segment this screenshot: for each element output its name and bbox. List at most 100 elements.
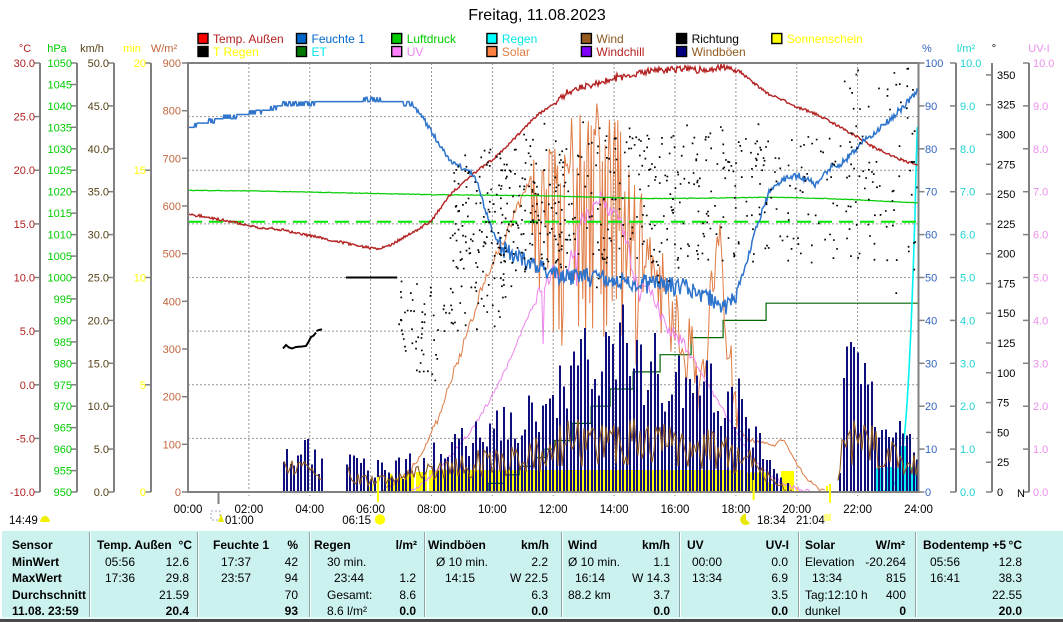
svg-text:10.0: 10.0: [14, 273, 35, 285]
svg-text:300: 300: [163, 344, 181, 356]
svg-text:0.0: 0.0: [960, 487, 975, 499]
svg-text:25.0: 25.0: [14, 112, 35, 124]
svg-text:50.0: 50.0: [88, 58, 109, 70]
svg-text:00:00: 00:00: [174, 504, 203, 516]
svg-text:25.0: 25.0: [88, 273, 109, 285]
svg-text:975: 975: [54, 380, 72, 392]
svg-text:21:04: 21:04: [796, 515, 825, 527]
svg-text:Temp. Außen: Temp. Außen: [213, 32, 284, 46]
svg-text:9.0: 9.0: [960, 101, 975, 113]
svg-text:10.0: 10.0: [960, 58, 981, 70]
svg-text:12:00: 12:00: [539, 504, 568, 516]
svg-text:60: 60: [925, 230, 937, 242]
svg-text:70: 70: [925, 187, 937, 199]
svg-text:30: 30: [925, 358, 937, 370]
svg-text:100: 100: [997, 368, 1015, 380]
svg-text:1.0: 1.0: [960, 444, 975, 456]
svg-text:100: 100: [925, 58, 943, 70]
svg-text:10.0: 10.0: [1033, 58, 1054, 70]
svg-text:125: 125: [997, 338, 1015, 350]
svg-text:8.0: 8.0: [960, 144, 975, 156]
svg-text:4.0: 4.0: [960, 315, 975, 327]
svg-text:980: 980: [54, 358, 72, 370]
svg-text:75: 75: [997, 398, 1009, 410]
svg-text:175: 175: [997, 279, 1015, 291]
svg-text:960: 960: [54, 444, 72, 456]
svg-text:8.0: 8.0: [1033, 144, 1048, 156]
svg-text:UV: UV: [407, 45, 424, 59]
svg-text:Feuchte 1: Feuchte 1: [312, 32, 366, 46]
svg-text:18:34: 18:34: [757, 515, 786, 527]
svg-text:955: 955: [54, 466, 72, 478]
svg-text:350: 350: [997, 70, 1015, 82]
svg-text:80: 80: [925, 144, 937, 156]
svg-text:9.0: 9.0: [1033, 101, 1048, 113]
svg-text:20:00: 20:00: [782, 504, 811, 516]
svg-text:40: 40: [925, 315, 937, 327]
svg-text:14:00: 14:00: [600, 504, 629, 516]
svg-text:50: 50: [997, 427, 1009, 439]
svg-text:10:00: 10:00: [478, 504, 507, 516]
svg-text:990: 990: [54, 315, 72, 327]
svg-text:Regen: Regen: [502, 32, 537, 46]
svg-text:Windchill: Windchill: [596, 45, 644, 59]
svg-text:10: 10: [134, 273, 146, 285]
svg-text:90: 90: [925, 101, 937, 113]
svg-text:min: min: [123, 43, 141, 55]
svg-text:20.0: 20.0: [88, 315, 109, 327]
svg-text:°C: °C: [19, 43, 31, 55]
svg-text:22:00: 22:00: [843, 504, 872, 516]
svg-text:970: 970: [54, 401, 72, 413]
svg-text:16:00: 16:00: [661, 504, 690, 516]
svg-text:7.0: 7.0: [1033, 187, 1048, 199]
svg-text:275: 275: [997, 159, 1015, 171]
svg-text:15: 15: [134, 165, 146, 177]
svg-text:W/m²: W/m²: [151, 43, 178, 55]
svg-text:20: 20: [925, 401, 937, 413]
svg-text:hPa: hPa: [47, 43, 67, 55]
svg-text:300: 300: [997, 130, 1015, 142]
svg-text:30.0: 30.0: [14, 58, 35, 70]
svg-text:Richtung: Richtung: [692, 32, 739, 46]
svg-text:0: 0: [925, 487, 931, 499]
svg-text:0: 0: [997, 487, 1003, 499]
svg-text:Luftdruck: Luftdruck: [407, 32, 457, 46]
svg-text:ET: ET: [312, 45, 328, 59]
svg-text:900: 900: [163, 58, 181, 70]
svg-text:04:00: 04:00: [295, 504, 324, 516]
svg-text:-5.0: -5.0: [16, 433, 35, 445]
svg-text:40.0: 40.0: [88, 144, 109, 156]
svg-text:24:00: 24:00: [904, 504, 933, 516]
svg-text:200: 200: [163, 392, 181, 404]
svg-text:25: 25: [997, 457, 1009, 469]
svg-text:2.0: 2.0: [1033, 401, 1048, 413]
svg-text:01:00: 01:00: [225, 515, 254, 527]
svg-text:4.0: 4.0: [1033, 315, 1048, 327]
svg-text:1040: 1040: [48, 101, 72, 113]
svg-text:5: 5: [140, 380, 146, 392]
svg-text:1045: 1045: [48, 80, 72, 92]
svg-text:325: 325: [997, 100, 1015, 112]
svg-text:995: 995: [54, 294, 72, 306]
svg-text:0: 0: [140, 487, 146, 499]
svg-text:2.0: 2.0: [960, 401, 975, 413]
svg-text:Sonnenschein: Sonnenschein: [787, 32, 863, 46]
svg-text:950: 950: [54, 487, 72, 499]
svg-text:1020: 1020: [48, 187, 72, 199]
svg-text:200: 200: [997, 249, 1015, 261]
svg-text:20: 20: [134, 58, 146, 70]
svg-text:0.0: 0.0: [94, 487, 109, 499]
svg-text:6.0: 6.0: [1033, 230, 1048, 242]
svg-text:Freitag, 11.08.2023: Freitag, 11.08.2023: [468, 7, 606, 24]
svg-text:50: 50: [925, 273, 937, 285]
svg-text:5.0: 5.0: [94, 444, 109, 456]
svg-text:l/m²: l/m²: [957, 43, 976, 55]
svg-text:1.0: 1.0: [1033, 444, 1048, 456]
svg-text:3.0: 3.0: [1033, 358, 1048, 370]
svg-text:UV-I: UV-I: [1028, 43, 1049, 55]
svg-text:5.0: 5.0: [960, 273, 975, 285]
svg-text:150: 150: [997, 308, 1015, 320]
svg-text:Wind: Wind: [596, 32, 623, 46]
svg-text:%: %: [922, 43, 932, 55]
svg-text:1005: 1005: [48, 251, 72, 263]
